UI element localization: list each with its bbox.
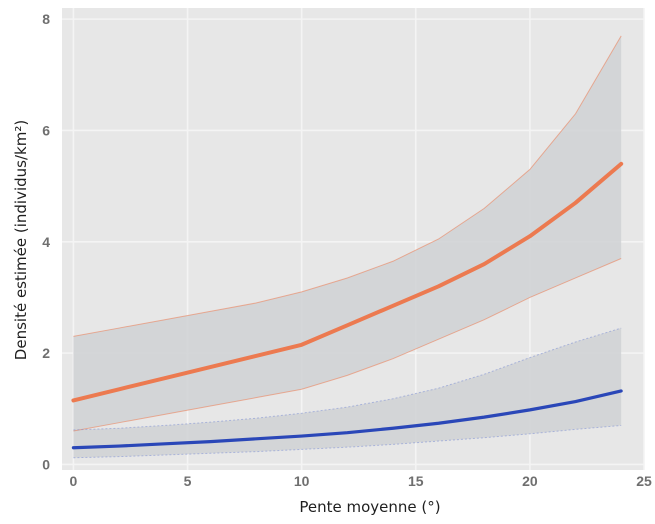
confidence-bands [73, 35, 622, 458]
orange-estimate-line [71, 161, 624, 403]
y-tick-label: 2 [42, 345, 50, 361]
blue-estimate-line [71, 389, 623, 450]
y-tick-label: 6 [42, 122, 50, 138]
x-tick-label: 15 [408, 473, 424, 489]
y-axis-ticks: 0 2 4 6 8 [42, 11, 50, 472]
x-tick-label: 20 [522, 473, 538, 489]
blue-lower-bound [73, 424, 622, 459]
y-axis-title: Densité estimée (individus/km²) [12, 120, 30, 360]
x-tick-label: 25 [636, 473, 652, 489]
blue-confidence-band [73, 328, 622, 458]
orange-lower-bound [73, 258, 622, 432]
orange-upper-bound [73, 35, 622, 337]
x-tick-label: 0 [70, 473, 78, 489]
x-axis-ticks: 0 5 10 15 20 25 [70, 473, 652, 489]
x-tick-label: 10 [294, 473, 310, 489]
y-tick-label: 4 [42, 234, 50, 250]
series-lines [71, 35, 624, 459]
x-axis-title: Pente moyenne (°) [299, 498, 440, 516]
blue-upper-bound [73, 327, 622, 431]
y-tick-label: 0 [42, 456, 50, 472]
x-tick-label: 5 [184, 473, 192, 489]
orange-confidence-band [73, 35, 622, 432]
y-tick-label: 8 [42, 11, 50, 27]
